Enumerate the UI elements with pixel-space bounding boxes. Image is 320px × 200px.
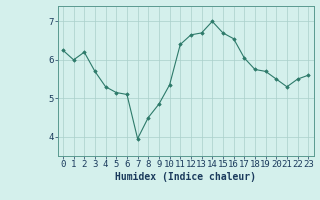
X-axis label: Humidex (Indice chaleur): Humidex (Indice chaleur) — [115, 172, 256, 182]
